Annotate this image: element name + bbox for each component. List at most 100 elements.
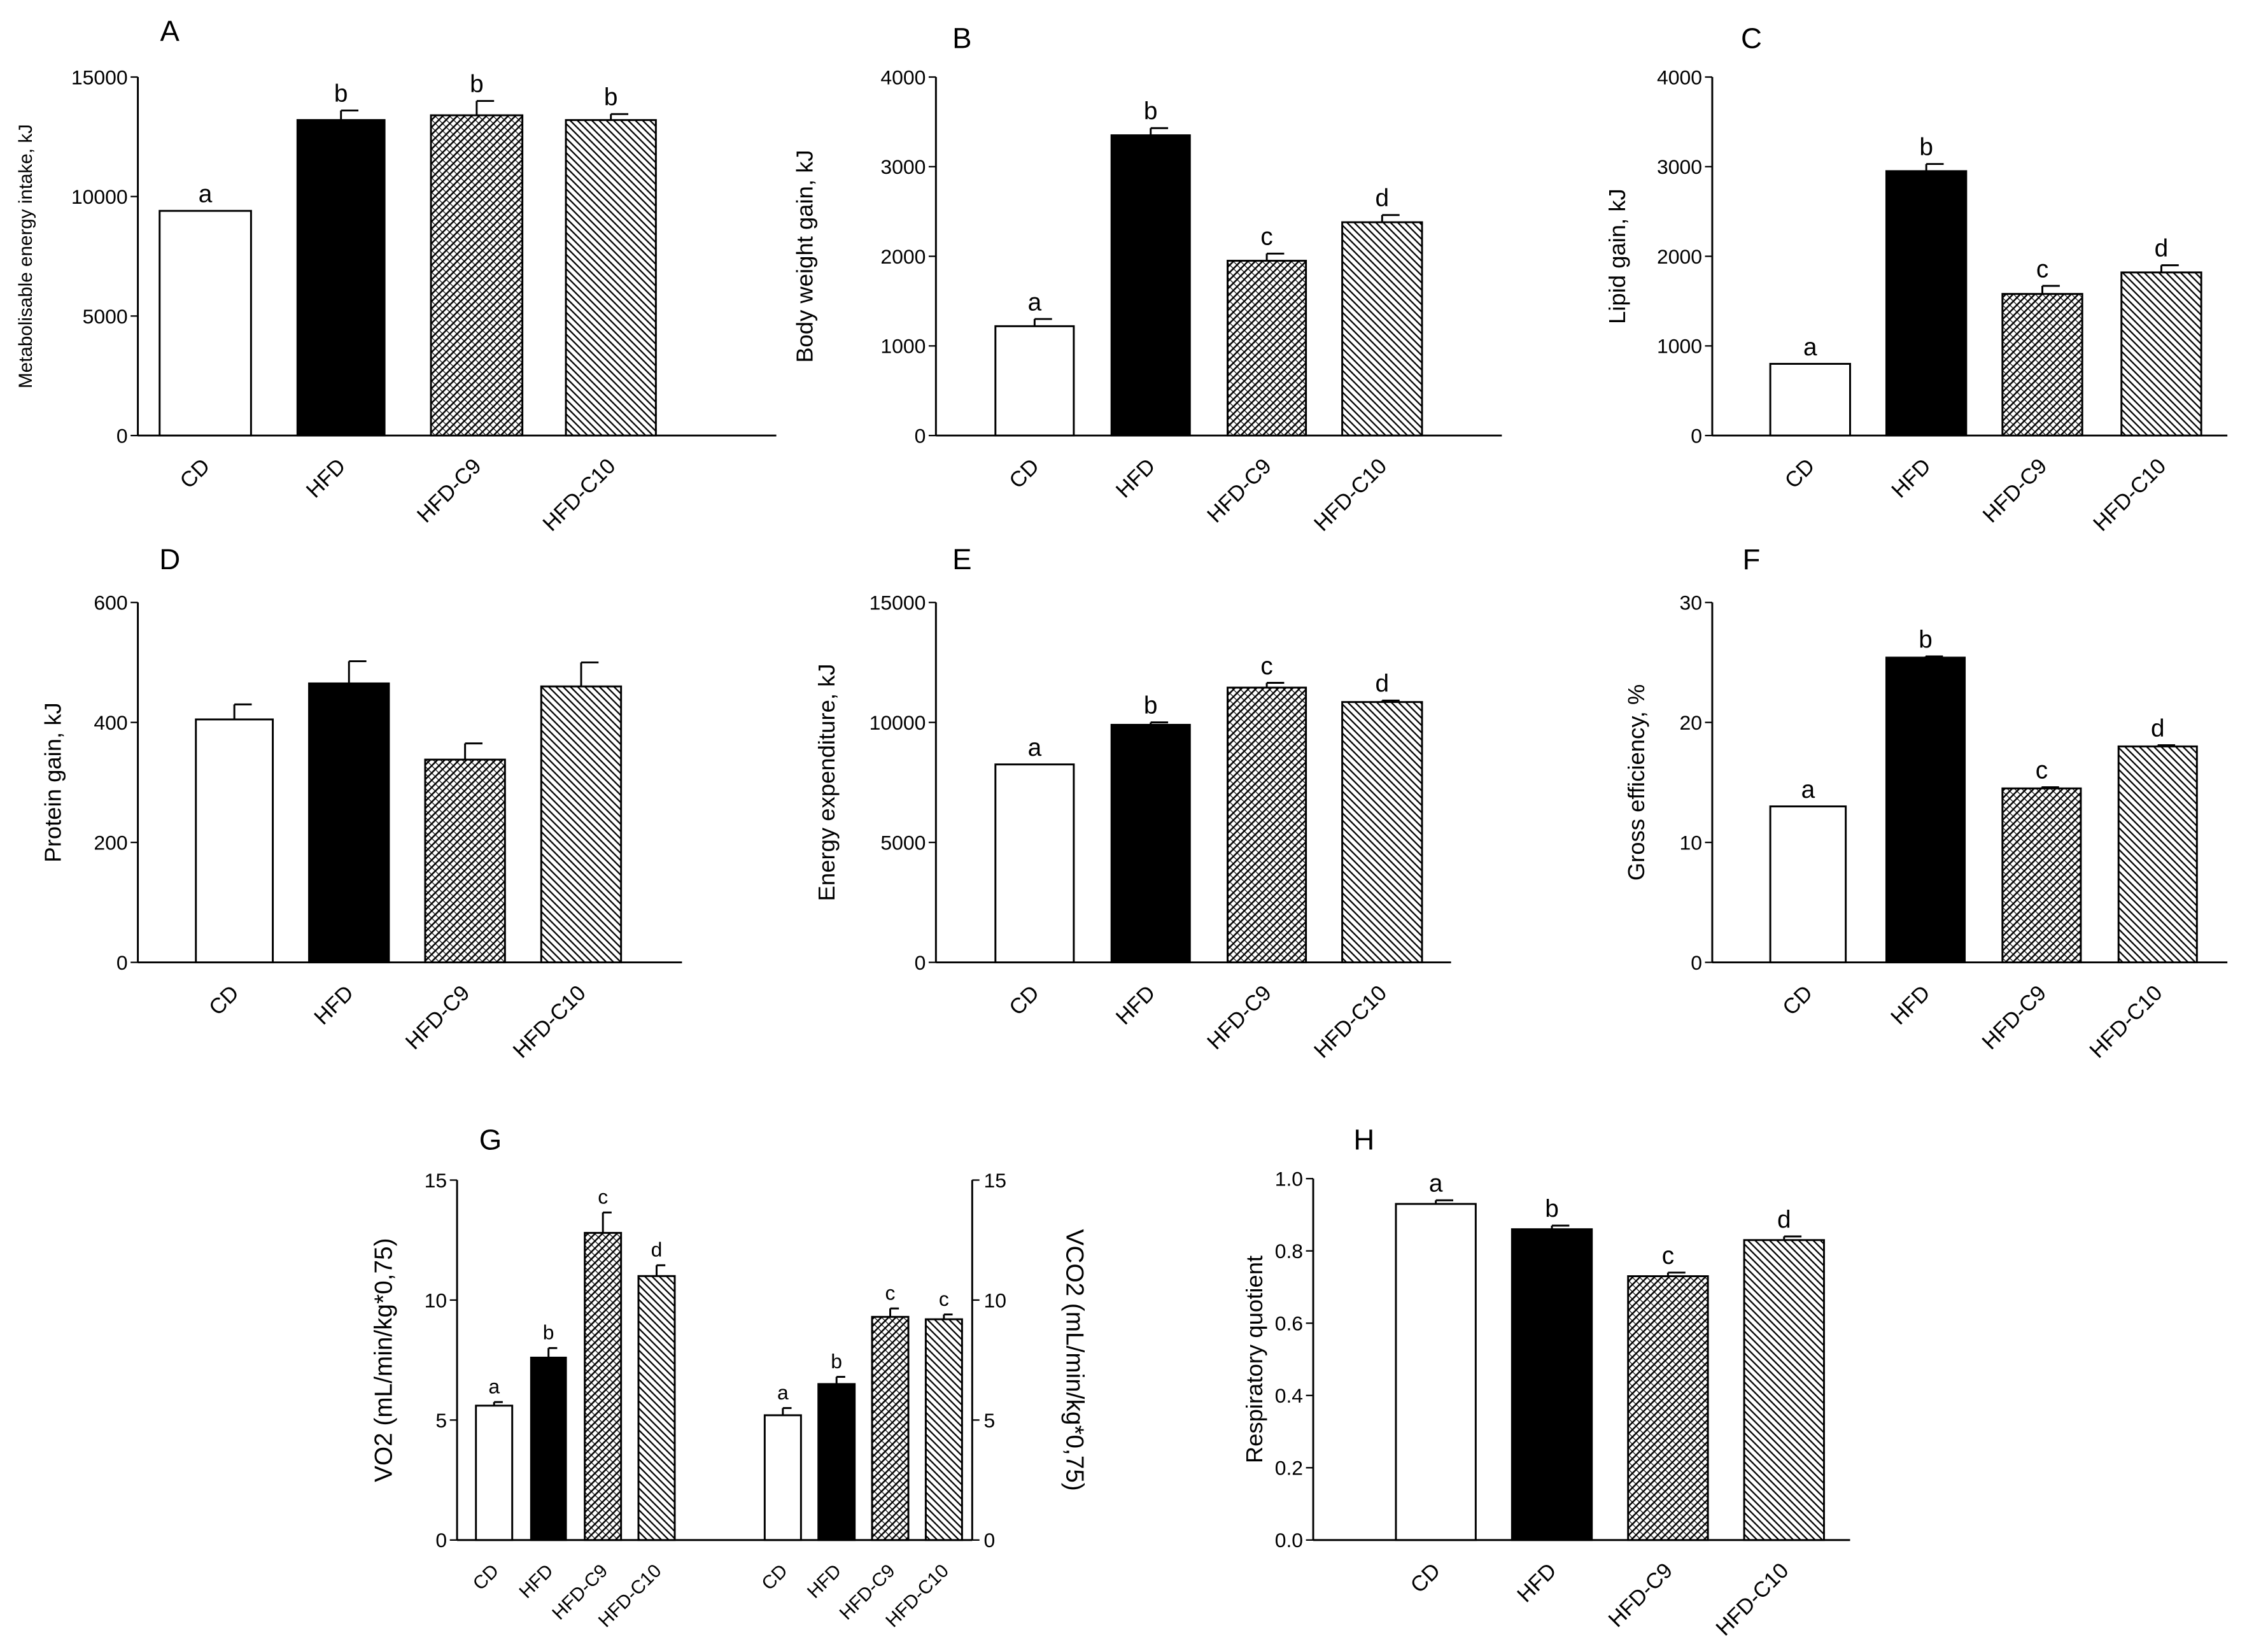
bar-hfd-c10 [1743, 1239, 1825, 1541]
bar-hfd-c9 [584, 1231, 623, 1541]
significance-letter: b [831, 1350, 842, 1373]
significance-letter: a [777, 1381, 789, 1404]
x-tick-label: HFD-C9 [1202, 980, 1276, 1054]
significance-letter: d [2155, 235, 2169, 262]
panel-label: E [952, 543, 971, 576]
bar-hfd-c9 [871, 1315, 910, 1541]
significance-letter: c [1260, 653, 1272, 680]
x-tick-label: HFD-C10 [539, 454, 621, 536]
y-tick-label: 0.0 [1275, 1529, 1303, 1552]
significance-letter: a [1803, 334, 1817, 361]
y-axis-label: Protein gain, kJ [40, 702, 66, 862]
bar-hfd [1110, 134, 1191, 437]
x-tick-label: HFD [1512, 1559, 1561, 1608]
x-tick-label: HFD [1111, 454, 1160, 503]
bar-cd [1769, 805, 1847, 964]
y-tick-label: 1.0 [1275, 1168, 1303, 1191]
significance-letter: d [1376, 185, 1390, 212]
y-axis-label: Respiratory quotient [1241, 1256, 1267, 1463]
x-tick-label: HFD [515, 1561, 557, 1603]
y-tick-label: 5000 [83, 305, 128, 328]
chart-panel-b: B 0 1000 2000 3000 4000 Body weight gain, kJ a C… [792, 22, 1502, 536]
x-tick-label: CD [1004, 454, 1044, 493]
significance-letter: a [1429, 1170, 1443, 1198]
significance-letter: c [885, 1281, 896, 1304]
y-tick-label: 0 [915, 424, 926, 447]
x-tick-label: HFD-C9 [1202, 454, 1276, 528]
panel-label: D [159, 543, 180, 576]
significance-letter: b [1919, 626, 1933, 653]
bar-hfd [530, 1356, 567, 1541]
y-tick-label: 400 [94, 711, 127, 734]
y-axis-label-right: VCO2 (mL/min/kg*0,75) [1060, 1229, 1088, 1491]
bar-hfd-c10 [2120, 271, 2202, 437]
y-tick-label: 3000 [1657, 155, 1702, 178]
x-tick-label: HFD [309, 980, 358, 1030]
bar-hfd-c9 [1227, 260, 1307, 437]
bar-hfd-c9 [430, 114, 524, 437]
bar-hfd-c9 [2001, 293, 2083, 437]
panel-label: A [160, 15, 180, 47]
panel-label: F [1743, 543, 1761, 576]
y-tick-label: 20 [1679, 711, 1702, 734]
x-tick-label: CD [1004, 980, 1044, 1020]
bar-hfd-c10 [1341, 701, 1423, 964]
y-tick-label: 2000 [880, 245, 926, 268]
significance-letter: b [543, 1321, 554, 1344]
y-tick-label-right: 5 [984, 1409, 996, 1432]
chart-panel-a: A 0 5000 10000 15000 Metabolisable energy int… [15, 15, 777, 536]
bar-hfd-c9 [1627, 1275, 1709, 1541]
bar-cd [158, 209, 252, 437]
significance-letter: c [598, 1185, 608, 1208]
x-tick-label: HFD [1886, 980, 1935, 1030]
y-tick-label: 5 [435, 1409, 447, 1432]
bar-hfd [1885, 170, 1968, 437]
x-tick-label: HFD-C9 [1978, 980, 2052, 1054]
y-tick-label: 15000 [870, 591, 926, 614]
panel-label: C [1741, 22, 1762, 54]
x-tick-label: CD [176, 454, 215, 493]
y-tick-label: 4000 [880, 66, 926, 88]
bar-hfd-c10 [2117, 745, 2198, 964]
chart-panel-e: E 0 5000 10000 15000 Energy expenditure, kJ a C… [814, 543, 1451, 1063]
bar-hfd [308, 682, 390, 964]
y-tick-label: 0.2 [1275, 1457, 1303, 1480]
significance-letter: b [1144, 692, 1158, 719]
x-tick-label: HFD-C10 [509, 980, 591, 1063]
x-tick-label: HFD [803, 1561, 845, 1603]
bar-hfd [1110, 723, 1191, 964]
y-tick-label: 4000 [1657, 66, 1702, 88]
x-tick-label: HFD-C10 [1712, 1559, 1794, 1641]
bar-hfd [296, 119, 386, 437]
chart-panel-d: D 0 200 400 600 Protein gain, kJ CD HFD HFD-C9 HF… [40, 543, 682, 1063]
significance-letter: b [604, 84, 618, 111]
significance-letter: a [488, 1375, 500, 1398]
bar-hfd-c9 [424, 758, 506, 964]
significance-letter: d [651, 1238, 663, 1261]
x-tick-label: HFD [1111, 980, 1160, 1030]
bar-hfd-c10 [637, 1275, 676, 1541]
x-tick-label: CD [204, 980, 244, 1020]
significance-letter: d [1777, 1206, 1791, 1233]
y-axis-label: Gross efficiency, % [1623, 684, 1649, 881]
y-tick-label: 0.4 [1275, 1384, 1303, 1407]
bar-cd [475, 1405, 514, 1541]
y-tick-label: 200 [94, 832, 127, 854]
significance-letter: c [1662, 1242, 1674, 1270]
x-tick-label: HFD [302, 454, 351, 503]
significance-letter: b [334, 80, 348, 108]
significance-letter: b [1144, 98, 1158, 125]
y-tick-label: 0 [116, 951, 128, 974]
y-tick-label: 0.8 [1275, 1240, 1303, 1263]
x-tick-label: CD [469, 1561, 504, 1595]
y-axis-label: Body weight gain, kJ [792, 150, 818, 363]
significance-letter: d [2151, 715, 2165, 742]
y-tick-label: 15000 [71, 66, 128, 88]
bar-cd [994, 763, 1075, 964]
y-tick-label: 1000 [880, 335, 926, 358]
y-tick-label: 3000 [880, 155, 926, 178]
bar-hfd-c10 [1341, 221, 1423, 437]
x-tick-label: HFD-C10 [2085, 980, 2167, 1063]
bar-hfd [817, 1383, 856, 1541]
significance-letter: d [1376, 670, 1390, 698]
